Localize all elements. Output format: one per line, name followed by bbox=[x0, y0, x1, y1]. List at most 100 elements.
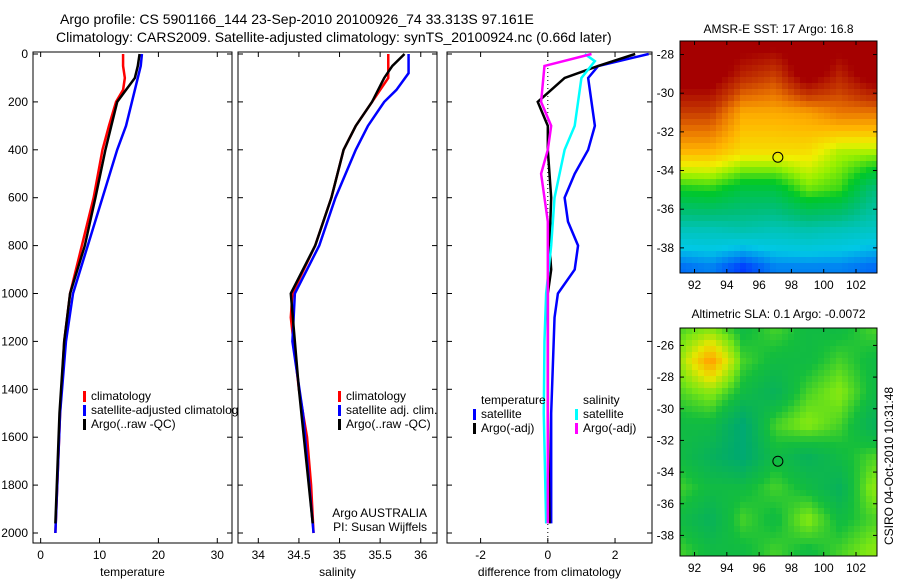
map-cell bbox=[842, 53, 848, 59]
map-cell bbox=[800, 436, 806, 442]
y-tick-label: -28 bbox=[657, 370, 675, 384]
map-cell bbox=[680, 209, 686, 215]
map-cell bbox=[866, 227, 872, 233]
map-cell bbox=[746, 89, 752, 95]
y-tick-label: 800 bbox=[8, 239, 28, 253]
map-cell bbox=[812, 340, 818, 346]
map-cell bbox=[740, 376, 746, 382]
map-cell bbox=[866, 340, 872, 346]
map-cell bbox=[836, 263, 842, 269]
map-cell bbox=[728, 502, 734, 508]
map-cell bbox=[872, 215, 877, 221]
map-cell bbox=[824, 161, 830, 167]
map-cell bbox=[818, 83, 824, 89]
map-cell bbox=[740, 221, 746, 227]
map-cell bbox=[854, 532, 860, 538]
map-cell bbox=[872, 430, 877, 436]
map-cell bbox=[734, 370, 740, 376]
map-cell bbox=[866, 245, 872, 251]
map-cell bbox=[740, 149, 746, 155]
map-cell bbox=[704, 472, 710, 478]
map-cell bbox=[872, 269, 877, 273]
map-cell bbox=[722, 125, 728, 131]
map-cell bbox=[788, 448, 794, 454]
map-cell bbox=[686, 328, 692, 334]
map-cell bbox=[698, 59, 704, 65]
map-cell bbox=[698, 269, 704, 273]
map-cell bbox=[860, 233, 866, 239]
map-cell bbox=[764, 538, 770, 544]
map-cell bbox=[860, 406, 866, 412]
map-cell bbox=[848, 125, 854, 131]
map-cell bbox=[794, 460, 800, 466]
map-cell bbox=[734, 394, 740, 400]
map-cell bbox=[866, 448, 872, 454]
map-cell bbox=[764, 269, 770, 273]
map-cell bbox=[848, 161, 854, 167]
map-cell bbox=[686, 382, 692, 388]
map-cell bbox=[842, 227, 848, 233]
map-cell bbox=[830, 550, 836, 556]
map-cell bbox=[722, 71, 728, 77]
map-cell bbox=[848, 538, 854, 544]
map-cell bbox=[680, 161, 686, 167]
map-cell bbox=[782, 490, 788, 496]
map-cell bbox=[806, 143, 812, 149]
map-cell bbox=[758, 167, 764, 173]
map-cell bbox=[698, 185, 704, 191]
map-cell bbox=[842, 424, 848, 430]
map-cell bbox=[872, 191, 877, 197]
map-cell bbox=[692, 167, 698, 173]
map-cell bbox=[728, 185, 734, 191]
map-cell bbox=[776, 550, 782, 556]
map-cell bbox=[698, 520, 704, 526]
map-cell bbox=[776, 484, 782, 490]
map-cell bbox=[836, 508, 842, 514]
map-cell bbox=[740, 520, 746, 526]
map-cell bbox=[698, 544, 704, 550]
map-cell bbox=[866, 269, 872, 273]
map-cell bbox=[692, 149, 698, 155]
map-cell bbox=[860, 436, 866, 442]
map-cell bbox=[722, 376, 728, 382]
map-cell bbox=[752, 430, 758, 436]
map-cell bbox=[848, 436, 854, 442]
map-cell bbox=[860, 550, 866, 556]
map-cell bbox=[866, 71, 872, 77]
map-cell bbox=[740, 95, 746, 101]
map-cell bbox=[686, 233, 692, 239]
map-cell bbox=[764, 340, 770, 346]
map-cell bbox=[764, 197, 770, 203]
map-cell bbox=[854, 185, 860, 191]
map-cell bbox=[866, 89, 872, 95]
map-cell bbox=[752, 508, 758, 514]
map-cell bbox=[680, 502, 686, 508]
map-cell bbox=[698, 137, 704, 143]
map-cell bbox=[758, 209, 764, 215]
map-cell bbox=[776, 400, 782, 406]
map-cell bbox=[794, 107, 800, 113]
map-cell bbox=[812, 376, 818, 382]
map-cell bbox=[698, 394, 704, 400]
map-cell bbox=[800, 71, 806, 77]
map-cell bbox=[842, 490, 848, 496]
map-cell bbox=[710, 89, 716, 95]
map-cell bbox=[806, 454, 812, 460]
map-cell bbox=[716, 370, 722, 376]
map-cell bbox=[794, 251, 800, 257]
map-cell bbox=[716, 251, 722, 257]
map-cell bbox=[848, 430, 854, 436]
map-cell bbox=[740, 352, 746, 358]
map-cell bbox=[842, 41, 848, 47]
map-cell bbox=[710, 65, 716, 71]
map-cell bbox=[842, 137, 848, 143]
map-cell bbox=[746, 179, 752, 185]
map-cell bbox=[758, 424, 764, 430]
map-cell bbox=[860, 53, 866, 59]
map-cell bbox=[686, 107, 692, 113]
map-cell bbox=[794, 95, 800, 101]
map-cell bbox=[866, 442, 872, 448]
map-cell bbox=[752, 496, 758, 502]
y-tick-label: -36 bbox=[657, 202, 675, 216]
map-cell bbox=[752, 334, 758, 340]
